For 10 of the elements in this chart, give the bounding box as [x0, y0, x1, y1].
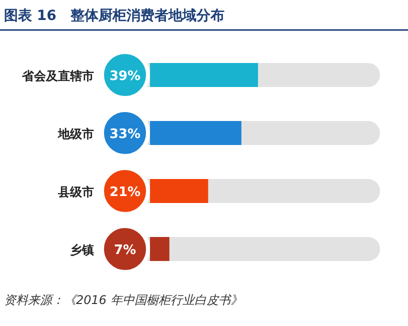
text: 资料来源：《2016 年中国橱柜行业白皮书》 — [4, 293, 242, 307]
y-tick-label: 县级市 — [57, 185, 94, 199]
data-label: 7% — [114, 243, 136, 258]
chart-title: 图表 16 整体厨柜消费者地域分布 — [4, 8, 224, 24]
y-tick-label: 地级市 — [57, 127, 94, 141]
data-label: 21% — [109, 185, 141, 200]
y-tick-label: 省会及直辖市 — [21, 69, 94, 83]
y-tick-label: 乡镇 — [70, 243, 94, 257]
data-label: 39% — [109, 69, 141, 84]
data-label: 33% — [109, 127, 141, 142]
